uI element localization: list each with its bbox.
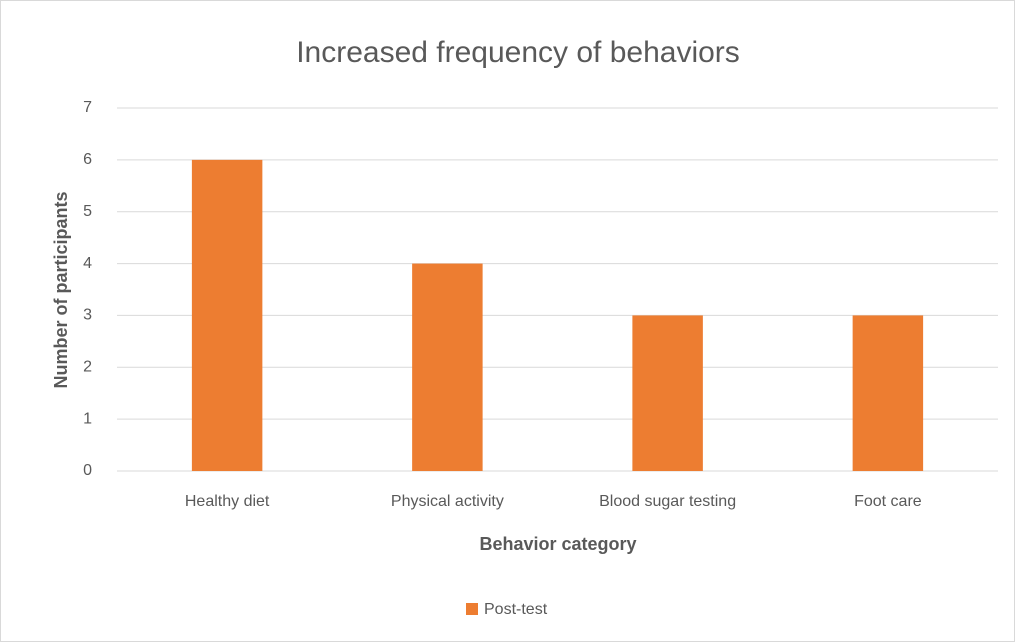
x-axis-title: Behavior category [479, 534, 636, 554]
bar [412, 263, 483, 471]
y-tick-label: 1 [83, 410, 92, 427]
y-tick-label: 6 [83, 151, 92, 168]
y-tick-label: 5 [83, 203, 92, 220]
y-tick-label: 3 [83, 307, 92, 324]
bar [191, 159, 263, 471]
bar [632, 315, 703, 471]
x-tick-label: Foot care [854, 493, 922, 510]
x-tick-label: Healthy diet [185, 493, 270, 510]
y-tick-label: 4 [83, 255, 92, 272]
chart-title: Increased frequency of behaviors [296, 36, 740, 69]
legend-swatch [466, 603, 478, 615]
x-tick-label: Physical activity [391, 493, 504, 510]
y-tick-label: 7 [83, 99, 92, 116]
y-tick-label: 0 [83, 462, 92, 479]
legend-label: Post-test [484, 601, 548, 618]
y-axis-title: Number of participants [51, 191, 71, 388]
x-tick-label: Blood sugar testing [599, 493, 736, 510]
bar [852, 315, 924, 471]
y-tick-label: 2 [83, 359, 92, 376]
